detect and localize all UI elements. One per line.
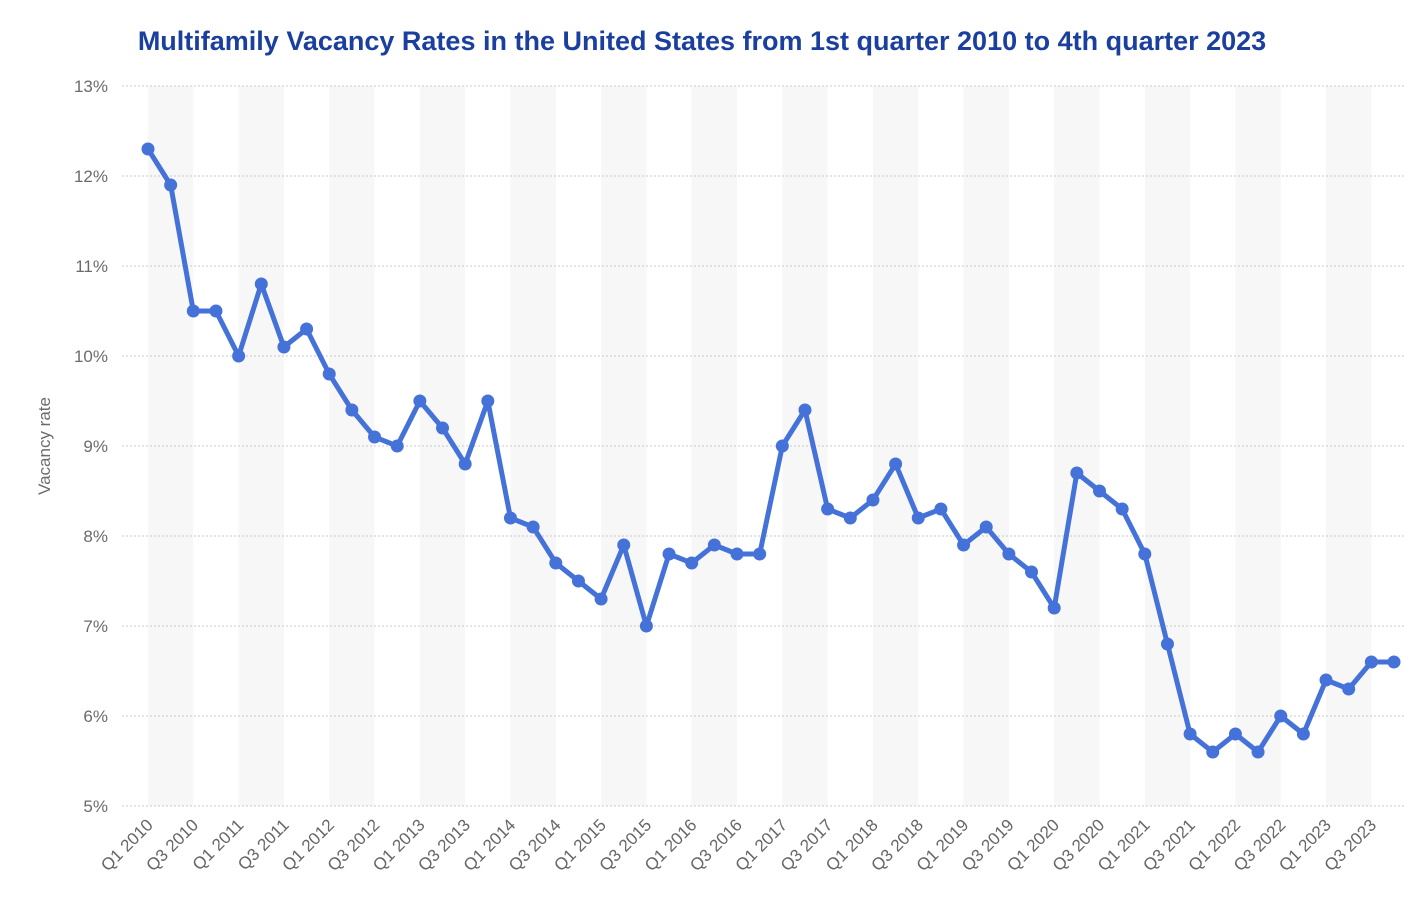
- data-point: [413, 394, 427, 408]
- data-point: [1228, 727, 1242, 741]
- data-point: [1387, 655, 1401, 669]
- data-point: [390, 439, 404, 453]
- gridlines: [122, 85, 1404, 807]
- data-point: [1025, 565, 1039, 579]
- y-tick-label: 8%: [83, 527, 108, 546]
- background-band: [1054, 86, 1100, 806]
- data-point: [1115, 502, 1129, 516]
- y-tick-label: 6%: [83, 707, 108, 726]
- background-band: [510, 86, 556, 806]
- y-tick-label: 13%: [74, 77, 108, 96]
- data-point: [436, 421, 450, 435]
- y-tick-label: 12%: [74, 167, 108, 186]
- data-point: [1319, 673, 1333, 687]
- background-band: [782, 86, 828, 806]
- data-point: [730, 547, 744, 561]
- data-point: [141, 142, 155, 156]
- data-point: [368, 430, 382, 444]
- data-point: [1342, 682, 1356, 696]
- data-point: [594, 592, 608, 606]
- y-tick-label: 9%: [83, 437, 108, 456]
- data-point: [322, 367, 336, 381]
- data-point: [821, 502, 835, 516]
- data-point: [1047, 601, 1061, 615]
- data-point: [798, 403, 812, 417]
- data-point: [571, 574, 585, 588]
- data-point: [866, 493, 880, 507]
- data-point: [345, 403, 359, 417]
- data-point: [526, 520, 540, 534]
- y-tick-label: 7%: [83, 617, 108, 636]
- data-point: [979, 520, 993, 534]
- background-band: [1326, 86, 1372, 806]
- data-point: [1138, 547, 1152, 561]
- data-point: [775, 439, 789, 453]
- data-point: [843, 511, 857, 525]
- data-point: [481, 394, 495, 408]
- data-point: [300, 322, 314, 336]
- data-point: [617, 538, 631, 552]
- data-point: [685, 556, 699, 570]
- data-point: [639, 619, 653, 633]
- data-point: [753, 547, 767, 561]
- data-point: [503, 511, 517, 525]
- y-axis-ticks: 5% 6% 7% 8% 9% 10% 11% 12% 13%: [74, 77, 108, 816]
- y-tick-label: 5%: [83, 797, 108, 816]
- data-point: [1251, 745, 1265, 759]
- data-point: [232, 349, 246, 363]
- data-point: [164, 178, 178, 192]
- data-point: [1070, 466, 1084, 480]
- data-point: [889, 457, 903, 471]
- data-point: [277, 340, 291, 354]
- y-tick-label: 11%: [75, 257, 108, 276]
- background-band-end: [1390, 86, 1404, 806]
- data-point: [549, 556, 563, 570]
- data-point: [911, 511, 925, 525]
- data-point: [1002, 547, 1016, 561]
- data-point: [1160, 637, 1174, 651]
- data-point: [957, 538, 971, 552]
- data-point: [1274, 709, 1288, 723]
- data-point: [662, 547, 676, 561]
- data-point: [186, 304, 200, 318]
- data-point: [707, 538, 721, 552]
- y-tick-label: 10%: [74, 347, 108, 366]
- data-point: [1296, 727, 1310, 741]
- chart-title: Multifamily Vacancy Rates in the United …: [137, 26, 1267, 56]
- background-band: [238, 86, 284, 806]
- data-point: [1206, 745, 1220, 759]
- series-group: [141, 142, 1401, 759]
- data-point: [1092, 484, 1106, 498]
- data-point: [1183, 727, 1197, 741]
- data-point: [209, 304, 223, 318]
- data-point: [254, 277, 268, 291]
- data-point: [934, 502, 948, 516]
- data-point: [1364, 655, 1378, 669]
- y-axis-label: Vacancy rate: [35, 397, 54, 495]
- data-point: [458, 457, 472, 471]
